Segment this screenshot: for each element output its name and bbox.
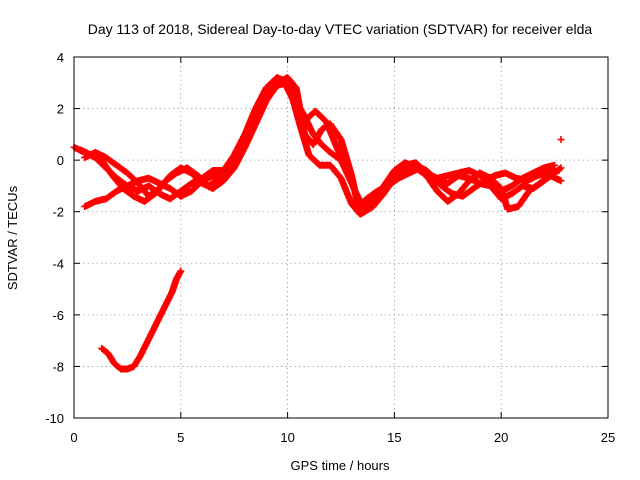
grid-lines bbox=[74, 57, 608, 418]
data-point-run bbox=[187, 178, 205, 195]
data-point-run bbox=[162, 170, 179, 185]
chart-title: Day 113 of 2018, Sidereal Day-to-day VTE… bbox=[88, 21, 593, 37]
data-point-run bbox=[333, 143, 351, 173]
data-point-run bbox=[540, 161, 559, 172]
y-axis: -10 -8 -6 -4 -2 0 2 4 bbox=[45, 50, 608, 426]
data-point-run bbox=[508, 175, 525, 190]
data-point-run bbox=[98, 344, 111, 357]
data-point-run bbox=[205, 175, 222, 190]
data-point-run bbox=[322, 117, 340, 150]
data-point-run bbox=[262, 75, 280, 92]
data-point-run bbox=[459, 185, 476, 200]
y-tick-label: 2 bbox=[57, 102, 64, 117]
data-points bbox=[70, 74, 565, 373]
data-point-run bbox=[369, 191, 387, 211]
data-point-run bbox=[318, 141, 333, 155]
data-point-run bbox=[215, 162, 233, 182]
x-tick-label: 5 bbox=[177, 430, 184, 445]
data-point-run bbox=[113, 161, 130, 176]
data-point-run bbox=[252, 85, 270, 113]
y-tick-label: 4 bbox=[57, 50, 64, 65]
data-point-run bbox=[363, 188, 380, 203]
data-point-run bbox=[226, 147, 244, 169]
data-point-run bbox=[258, 88, 276, 110]
y-tick-label: -8 bbox=[52, 359, 64, 374]
x-tick-label: 20 bbox=[494, 430, 508, 445]
data-point-run bbox=[119, 185, 137, 199]
data-point-run bbox=[390, 162, 408, 180]
y-tick-label: 0 bbox=[57, 153, 64, 168]
data-point-run bbox=[98, 156, 116, 178]
data-point-run bbox=[337, 174, 355, 207]
data-point-run bbox=[111, 360, 124, 372]
data-point-run bbox=[311, 107, 329, 124]
data-point-run bbox=[326, 161, 344, 181]
y-tick-label: -4 bbox=[52, 256, 64, 271]
data-point-run bbox=[177, 180, 194, 195]
data-point-run bbox=[102, 154, 120, 168]
y-tick-label: -6 bbox=[52, 308, 64, 323]
data-point-run bbox=[469, 178, 487, 193]
y-tick-label: -10 bbox=[45, 411, 64, 426]
x-tick-label: 15 bbox=[387, 430, 401, 445]
data-point-run bbox=[412, 159, 429, 176]
data-point-run bbox=[247, 103, 265, 131]
data-point-run bbox=[360, 199, 376, 216]
data-point-run bbox=[286, 89, 302, 114]
data-point-run bbox=[104, 350, 118, 367]
data-point-run bbox=[437, 182, 455, 197]
data-point-run bbox=[525, 180, 542, 195]
x-tick-label: 0 bbox=[70, 430, 77, 445]
data-point-run bbox=[343, 166, 359, 196]
data-point-run bbox=[544, 166, 563, 177]
y-tick-label: -2 bbox=[52, 205, 64, 220]
data-point-run bbox=[183, 164, 201, 179]
data-point-run bbox=[151, 178, 169, 198]
series-track-d bbox=[76, 76, 559, 216]
data-point-run bbox=[487, 182, 504, 202]
data-point-run bbox=[237, 124, 255, 154]
data-point-run bbox=[514, 188, 532, 211]
x-tick-label: 25 bbox=[601, 430, 615, 445]
data-point-run bbox=[284, 74, 299, 91]
series-track-low bbox=[98, 267, 185, 373]
plot-frame bbox=[73, 56, 609, 419]
data-point bbox=[557, 136, 565, 144]
data-point-run bbox=[220, 165, 237, 185]
data-point-run bbox=[102, 188, 120, 203]
data-point-run bbox=[209, 178, 226, 193]
data-point-run bbox=[305, 151, 323, 168]
x-tick-label: 10 bbox=[280, 430, 294, 445]
data-point-run bbox=[140, 191, 158, 205]
data-point-run bbox=[433, 187, 451, 204]
x-axis: 0 5 10 15 20 25 bbox=[70, 57, 615, 445]
series-isolated bbox=[557, 136, 565, 144]
data-point-run bbox=[108, 172, 126, 191]
data-point-run bbox=[369, 186, 387, 205]
data-point-run bbox=[380, 173, 397, 193]
data-point-run bbox=[194, 172, 211, 189]
data-point-run bbox=[487, 177, 504, 194]
data-point-run bbox=[309, 126, 325, 149]
data-point-run bbox=[130, 353, 143, 370]
x-axis-label: GPS time / hours bbox=[291, 458, 390, 473]
data-point-run bbox=[173, 267, 185, 283]
y-axis-label: SDTVAR / TECUs bbox=[5, 185, 20, 290]
